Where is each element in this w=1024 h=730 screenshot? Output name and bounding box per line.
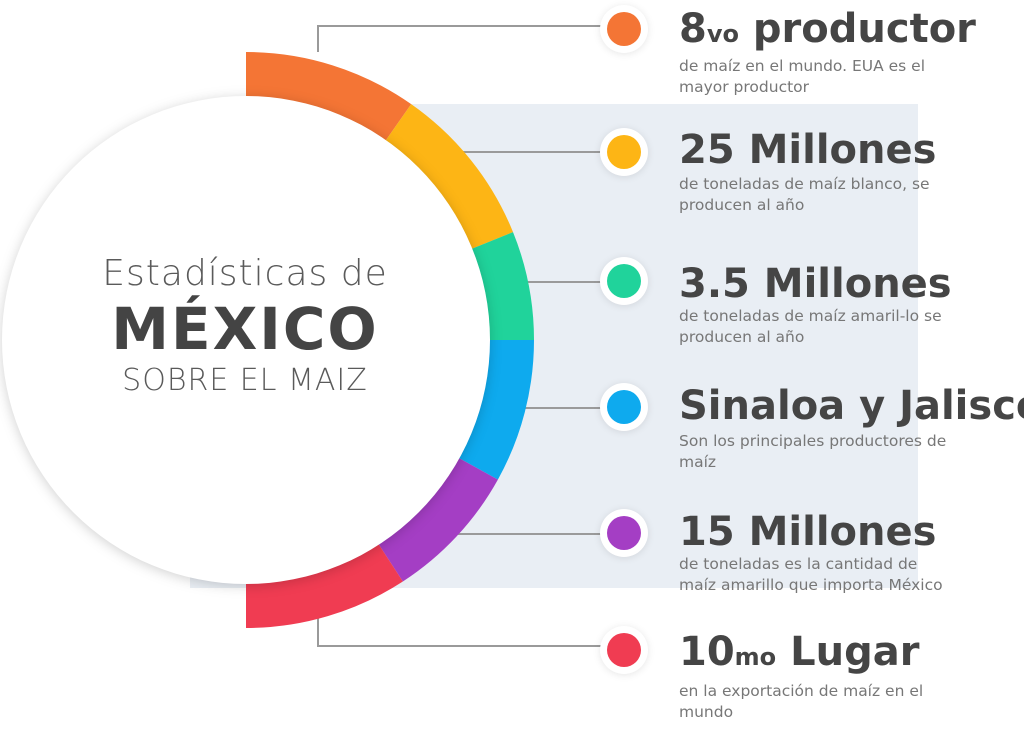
ring-segment bbox=[376, 456, 498, 582]
stat-description: Son los principales productores de maíz bbox=[679, 432, 947, 471]
stat-description: de toneladas de maíz blanco, se producen… bbox=[679, 175, 930, 214]
stat-description: de maíz en el mundo. EUA es el mayor pro… bbox=[679, 57, 926, 96]
bullet-dot bbox=[607, 390, 641, 424]
stat-description: en la exportación de maíz en el mundo bbox=[679, 682, 924, 721]
title-line-3: SOBRE EL MAIZ bbox=[122, 363, 368, 398]
title-line-1: Estadísticas de bbox=[102, 253, 388, 294]
stat-value: 3.5 Millones bbox=[679, 261, 952, 307]
stat-value: 15 Millones bbox=[679, 509, 937, 555]
circle-title: Estadísticas de MÉXICO SOBRE EL MAIZ bbox=[0, 252, 490, 400]
stat-value: Sinaloa y Jalisco bbox=[679, 383, 1024, 429]
bullet-dot bbox=[607, 135, 641, 169]
bullet-dot bbox=[607, 516, 641, 550]
title-line-2: MÉXICO bbox=[111, 295, 379, 363]
stat-value: 10mo Lugar bbox=[679, 629, 920, 675]
ring-segment bbox=[383, 104, 514, 251]
stat-description: de toneladas de maíz amaril-lo se produc… bbox=[679, 307, 942, 346]
ring-segment bbox=[246, 541, 403, 628]
bullet-dot bbox=[607, 633, 641, 667]
stat-value: 8vo productor bbox=[679, 6, 976, 52]
bullet-dot bbox=[607, 264, 641, 298]
ring-arcs bbox=[246, 52, 534, 628]
connector-line bbox=[317, 25, 607, 52]
ring-segment bbox=[455, 340, 534, 480]
bullet-dot bbox=[607, 12, 641, 46]
connector-line bbox=[317, 616, 607, 647]
ring-segment bbox=[246, 52, 412, 144]
stat-description: de toneladas es la cantidad de maíz amar… bbox=[679, 555, 943, 594]
center-circle bbox=[2, 96, 490, 584]
stat-value: 25 Millones bbox=[679, 127, 937, 173]
